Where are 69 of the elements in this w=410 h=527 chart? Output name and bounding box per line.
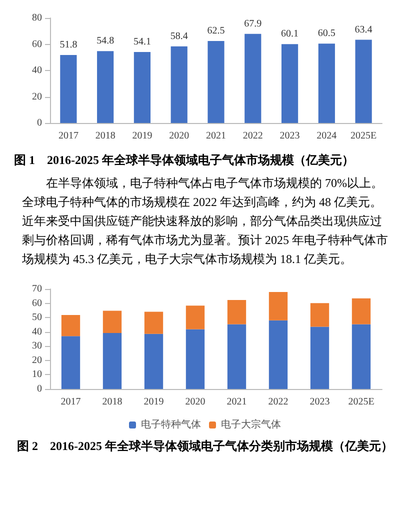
bar xyxy=(244,34,262,123)
text: 图 2 2016-2025 年全球半导体领域电子气体分类别市场规模（亿美元） xyxy=(16,439,394,454)
data-label: 54.8 xyxy=(96,36,114,47)
bar xyxy=(268,320,288,389)
bar xyxy=(227,324,246,389)
x-tick-label: 2023 xyxy=(280,130,300,142)
legend-label: 电子大宗气体 xyxy=(221,418,281,430)
x-tick-label: 2024 xyxy=(316,130,337,142)
bar xyxy=(355,40,372,123)
y-tick-label: 0 xyxy=(37,118,42,128)
y-tick-label: 40 xyxy=(32,65,42,76)
bar xyxy=(318,44,335,123)
y-tick-label: 40 xyxy=(32,326,42,338)
data-label: 58.4 xyxy=(170,30,188,42)
bar xyxy=(352,298,371,324)
x-tick-label: 2018 xyxy=(95,130,116,142)
y-tick-label: 80 xyxy=(32,12,42,24)
x-tick-label: 2017 xyxy=(58,130,78,142)
text: 图 1 2016-2025 年全球半导体领域电子气体市场规模（亿美元） xyxy=(14,153,355,168)
bar xyxy=(310,303,330,327)
bar xyxy=(310,326,330,389)
data-label: 67.9 xyxy=(244,18,262,30)
y-tick-label: 60 xyxy=(32,298,42,309)
y-tick-label: 30 xyxy=(32,340,42,352)
data-label: 60.1 xyxy=(281,28,299,40)
bar xyxy=(61,336,80,389)
y-tick-label: 20 xyxy=(32,91,42,102)
x-tick-label: 2025E xyxy=(350,130,377,142)
x-tick-label: 2019 xyxy=(144,396,164,408)
bar xyxy=(61,315,80,336)
data-label: 62.5 xyxy=(207,25,225,36)
y-tick-label: 20 xyxy=(32,354,42,366)
x-tick-label: 2021 xyxy=(206,130,226,142)
bar xyxy=(281,44,298,123)
bar xyxy=(97,51,114,123)
data-label: 51.8 xyxy=(60,40,78,51)
y-tick-label: 70 xyxy=(32,284,42,294)
x-tick-label: 2022 xyxy=(242,130,263,142)
x-tick-label: 2020 xyxy=(185,396,206,408)
legend-label: 电子特种气体 xyxy=(141,418,201,430)
y-tick-label: 10 xyxy=(32,369,42,380)
bar xyxy=(144,334,164,389)
x-tick-label: 2020 xyxy=(169,130,190,142)
x-tick-label: 2023 xyxy=(310,396,330,408)
bar xyxy=(102,333,122,389)
bar xyxy=(102,310,122,333)
bar xyxy=(186,329,205,389)
bar xyxy=(352,324,371,389)
y-tick-label: 0 xyxy=(37,384,42,394)
bar xyxy=(268,292,288,320)
y-tick-label: 50 xyxy=(32,312,42,324)
bar xyxy=(170,46,188,123)
y-tick-label: 60 xyxy=(32,38,42,50)
bar xyxy=(186,306,205,330)
x-tick-label: 2017 xyxy=(60,396,81,408)
bar xyxy=(144,312,164,334)
x-tick-label: 2018 xyxy=(102,396,122,408)
data-label: 63.4 xyxy=(354,24,372,36)
bar xyxy=(227,300,246,324)
x-tick-label: 2022 xyxy=(268,396,288,408)
x-tick-label: 2021 xyxy=(226,396,247,408)
data-label: 54.1 xyxy=(133,36,151,48)
x-tick-label: 2025E xyxy=(348,396,374,408)
bar xyxy=(208,40,224,123)
bar xyxy=(60,55,77,123)
text: 在半导体领域，电子特种气体占电子气体市场规模的 70%以上。全球电子特种气体的市场规模在 2022 年达到高峰，约为 48 亿美元。近年来受中国供应链产能快速释放的影响，部分气体品类出现供应过剩与价格回调，稀有气体市场尤为显著。预计 2025 年电子特种气体市场规模为 45.3 亿美元，电子大宗气体市场规模为 18.1 亿美元。 xyxy=(22,175,388,268)
data-label: 60.5 xyxy=(318,28,336,40)
x-tick-label: 2019 xyxy=(132,130,152,142)
bar xyxy=(134,52,151,123)
